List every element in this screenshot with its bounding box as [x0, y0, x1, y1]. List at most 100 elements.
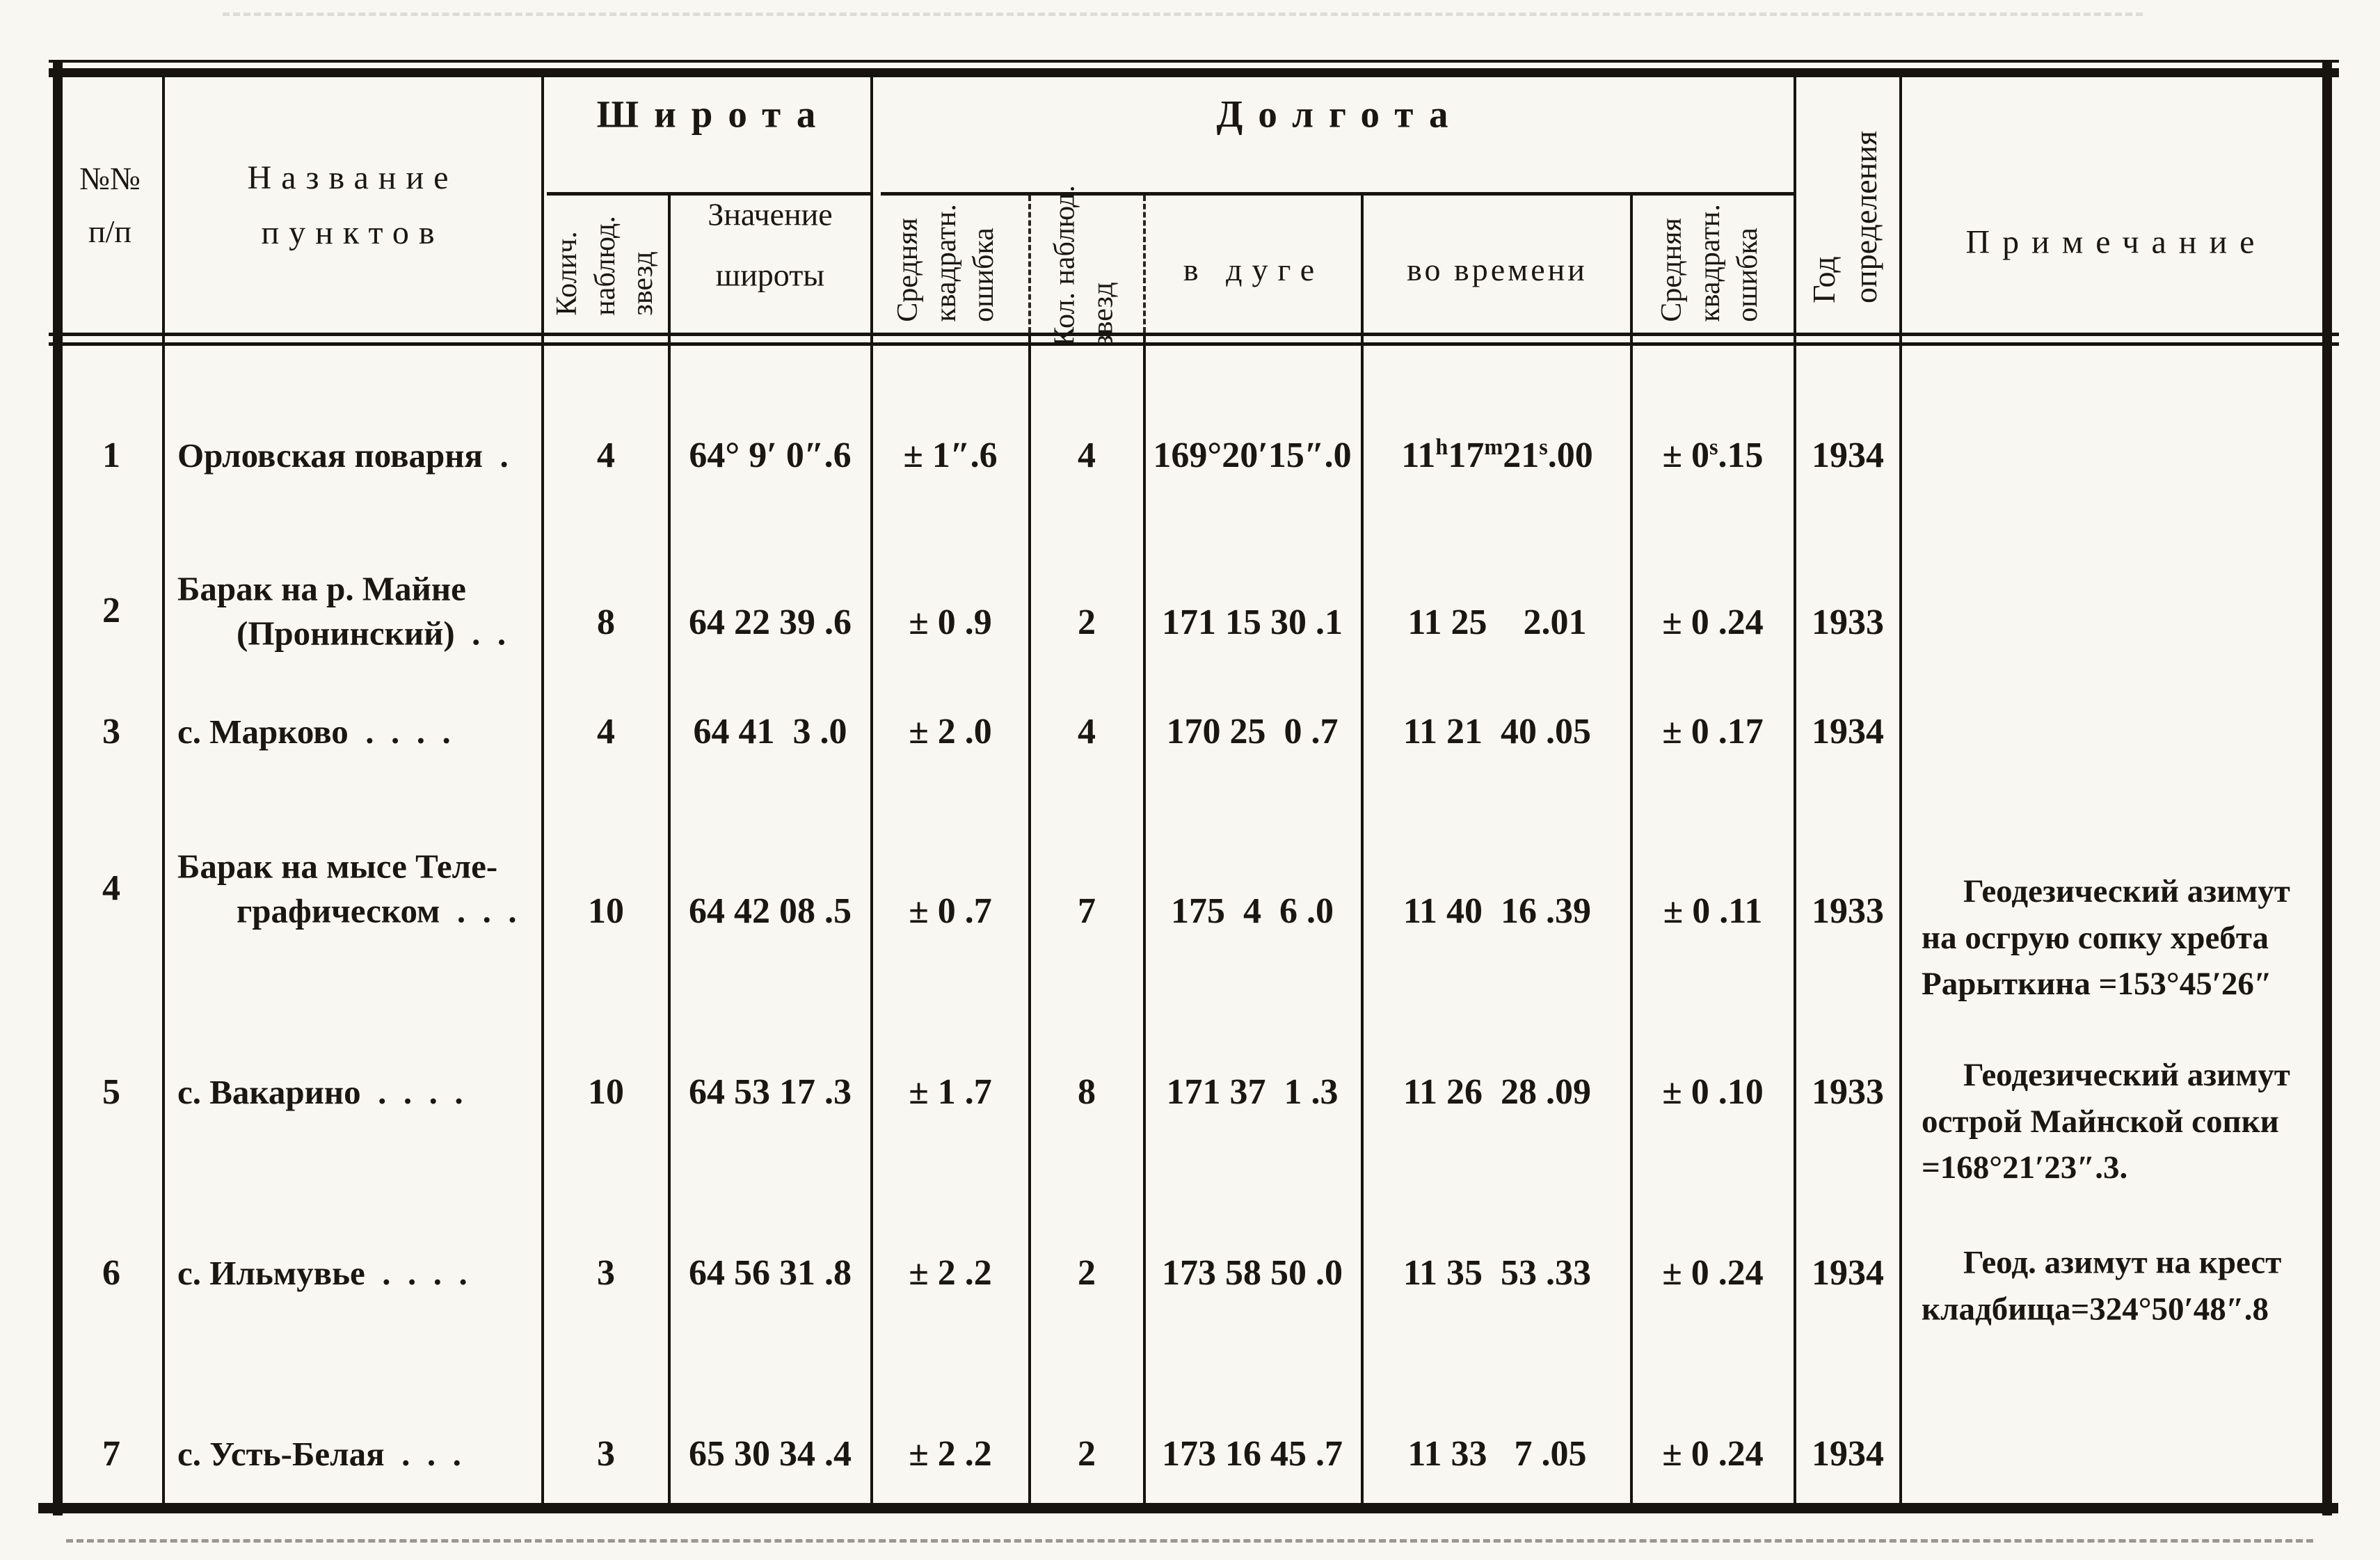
header-lon-star-count: Кол. наблюд. звезд: [1048, 185, 1119, 347]
table-border-bottom: [38, 1503, 2338, 1513]
year-value: 1933: [1812, 891, 1884, 932]
header-lon-time: во времени: [1407, 252, 1588, 288]
lat-value: 64 53 17 .3: [689, 1072, 852, 1113]
lon-time-value: 11 35 53 .33: [1403, 1253, 1592, 1294]
scan-artifact-top: [223, 13, 2143, 16]
header-lon-arc: в дуге: [1183, 252, 1325, 288]
header-rule-lower: [49, 342, 2339, 346]
lon-star-count: 8: [1078, 1072, 1096, 1113]
lon-star-count: 2: [1078, 1434, 1096, 1474]
lon-time-value: 11 33 7 .05: [1407, 1434, 1587, 1474]
point-name: Барак на р. Майне (Пронинский) . .: [177, 569, 506, 652]
lon-star-count: 4: [1078, 712, 1096, 752]
lon-time-value: 11 40 16 .39: [1403, 891, 1592, 932]
lat-value: 64 56 31 .8: [689, 1253, 852, 1294]
lon-star-count: 7: [1078, 891, 1096, 932]
lon-arc-value: 169°20′15″.0: [1153, 436, 1352, 476]
lat-error: ± 2 .0: [909, 712, 992, 752]
latitude-group-underline: [547, 192, 872, 196]
lat-star-count: 4: [597, 712, 615, 752]
lon-time-value: 11 26 28 .09: [1403, 1072, 1592, 1113]
lat-star-count: 3: [597, 1434, 615, 1474]
divider-name-latstars: [541, 68, 544, 1503]
lat-star-count: 10: [588, 1072, 624, 1113]
divider-lonerr-year: [1794, 68, 1796, 1503]
divider-year-note: [1899, 68, 1902, 1503]
row-number: 3: [102, 712, 120, 752]
header-num: №№ п/п: [79, 161, 141, 249]
note-text: Геод. азимут на крест кладбища=324°50′48″…: [1922, 1244, 2282, 1327]
year-value: 1933: [1812, 1072, 1884, 1113]
lon-time-value: 11 21 40 .05: [1403, 712, 1592, 752]
header-latitude-group: Широта: [596, 93, 831, 136]
lon-arc-value: 171 37 1 .3: [1166, 1072, 1339, 1113]
row-number: 6: [102, 1253, 120, 1294]
lat-value: 64 41 3 .0: [693, 712, 847, 752]
header-year: Год определения: [1806, 130, 1883, 304]
lat-star-count: 3: [597, 1253, 615, 1294]
divider-arc-time: [1361, 196, 1364, 1503]
note-text: Геодезический азимут острой Майнской сопк…: [1922, 1056, 2290, 1186]
divider-num-name: [162, 68, 165, 1503]
lat-error: ± 2 .2: [909, 1434, 992, 1474]
header-rule-upper: [49, 333, 2339, 336]
divider-latstars-latvalue: [668, 196, 671, 1503]
divider-time-lonerr: [1630, 196, 1633, 1503]
table-border-top-thick: [49, 68, 2339, 77]
table-border-top-thin: [49, 60, 2339, 63]
lat-star-count: 4: [597, 436, 615, 476]
lat-error: ± 2 .2: [909, 1253, 992, 1294]
lat-error: ± 1″.6: [903, 436, 998, 476]
lat-star-count: 10: [588, 891, 624, 932]
lon-time-error: ± 0 .10: [1662, 1072, 1764, 1113]
header-note: Примечание: [1965, 223, 2267, 261]
header-longitude-group: Долгота: [1216, 93, 1464, 136]
note-text: Геодезический азимут на осгрую сопку хреб…: [1922, 873, 2290, 1003]
longitude-group-underline: [881, 192, 1795, 196]
row-number: 2: [102, 591, 120, 631]
lat-error: ± 1 .7: [909, 1072, 992, 1113]
lon-star-count: 4: [1078, 436, 1096, 476]
divider-lonstars-arc: [1143, 333, 1146, 1503]
point-name: с. Вакарино . . . .: [177, 1073, 463, 1112]
point-name: Барак на мысе Теле-графическом . . .: [177, 847, 517, 930]
scan-artifact-bottom: [66, 1539, 2313, 1543]
lon-time-value: 11 25 2.01: [1407, 603, 1587, 643]
table-border-left: [53, 60, 63, 1515]
lon-time-error: ± 0 .24: [1662, 1434, 1764, 1474]
row-number: 5: [102, 1072, 120, 1113]
lon-star-count: 2: [1078, 1253, 1096, 1294]
lon-star-count: 2: [1078, 603, 1096, 643]
table-border-right: [2322, 60, 2332, 1515]
lat-value: 65 30 34 .4: [689, 1434, 852, 1474]
lat-star-count: 8: [597, 603, 615, 643]
lon-time-error: ± 0 .17: [1662, 712, 1764, 752]
lon-arc-value: 173 16 45 .7: [1162, 1434, 1343, 1474]
point-name: с. Марково . . . .: [177, 713, 451, 751]
lat-error: ± 0 .7: [909, 891, 992, 932]
lon-arc-value: 175 4 6 .0: [1171, 891, 1334, 932]
lat-value: 64° 9′ 0″.6: [689, 436, 852, 476]
header-name: Название пунктов: [247, 159, 458, 251]
year-value: 1934: [1812, 712, 1884, 752]
lat-value: 64 42 08 .5: [689, 891, 852, 932]
divider-lonstars-arc-header: [1143, 196, 1146, 333]
lat-value: 64 22 39 .6: [689, 603, 852, 643]
year-value: 1934: [1812, 436, 1884, 476]
point-name: Орловская поварня .: [177, 436, 509, 475]
header-lon-error: Средняя квадратн. ошибка: [1656, 204, 1764, 322]
year-value: 1934: [1812, 1434, 1884, 1474]
divider-laterr-lonstars-header: [1028, 196, 1031, 333]
header-lat-star-count: Колич. наблюд. звезд: [551, 216, 660, 316]
year-value: 1933: [1812, 603, 1884, 643]
lon-arc-value: 173 58 50 .0: [1162, 1253, 1343, 1294]
row-number: 7: [102, 1434, 120, 1474]
lon-time-value: 11h17m21s.00: [1401, 433, 1593, 476]
lon-time-error: ± 0 .24: [1662, 603, 1764, 643]
divider-laterr-lonstars: [1028, 333, 1031, 1503]
header-lat-value: Значение широты: [708, 196, 833, 293]
lon-time-error: ± 0 .24: [1662, 1253, 1764, 1294]
lon-time-error: ± 0s.15: [1662, 433, 1764, 476]
lon-arc-value: 170 25 0 .7: [1166, 712, 1339, 752]
